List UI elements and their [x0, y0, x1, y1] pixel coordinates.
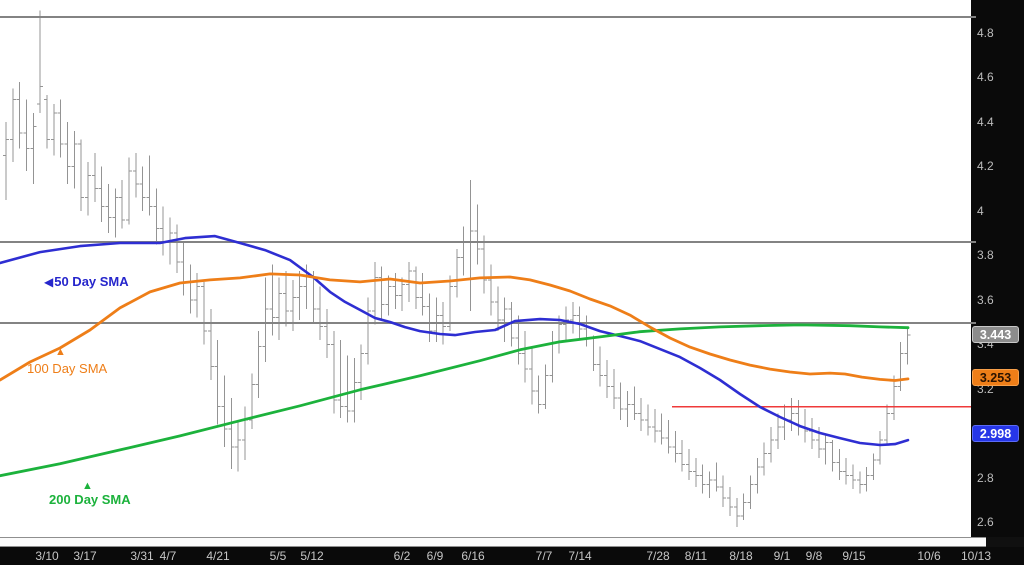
date-axis-tick: 4/21	[206, 549, 230, 563]
date-axis-tick: 7/14	[568, 549, 592, 563]
date-axis-tick: 9/1	[773, 549, 791, 563]
price-axis-tick: 4.6	[977, 70, 994, 85]
date-axis-tick: 9/8	[805, 549, 823, 563]
date-axis-tick: 6/16	[461, 549, 485, 563]
price-axis-tick: 4.8	[977, 25, 994, 40]
sma50-legend-label[interactable]: ◀50 Day SMA	[44, 274, 129, 289]
date-axis-panel[interactable]: 3/10 3/17 3/31 4/7 4/21 5/5 5/12 6/2 6/9 6/16 7/7 7…	[0, 547, 1024, 565]
date-axis-tick: 6/9	[426, 549, 444, 563]
200-day-sma-line[interactable]	[0, 323, 910, 478]
price-axis-tick: 4.4	[977, 114, 994, 129]
date-axis-tick: 8/11	[684, 549, 708, 563]
date-axis-tick: 3/10	[35, 549, 59, 563]
left-triangle-icon: ◀	[44, 275, 54, 289]
price-axis-tick: 3.6	[977, 292, 994, 307]
date-axis-tick: 3/17	[73, 549, 97, 563]
axis-tick-mark	[971, 240, 976, 243]
ohlc-bars	[3, 10, 911, 527]
date-axis-tick: 5/12	[300, 549, 324, 563]
date-axis-tick: 6/2	[393, 549, 411, 563]
date-axis-tick: 4/7	[159, 549, 177, 563]
price-axis-panel[interactable]: 4.84.64.44.243.83.63.43.232.82.6	[971, 0, 1024, 537]
date-axis-tick: 8/18	[729, 549, 753, 563]
50-day-sma-line[interactable]	[0, 234, 910, 447]
price-chart-canvas[interactable]	[0, 0, 971, 537]
date-axis-tick: 7/28	[646, 549, 670, 563]
100-day-sma-line[interactable]	[0, 272, 910, 382]
date-axis-tick: 5/5	[269, 549, 287, 563]
up-triangle-icon: ▲	[55, 346, 66, 358]
sma100-legend-label[interactable]: 100 Day SMA	[27, 361, 108, 376]
axis-tick-mark	[971, 321, 976, 324]
up-triangle-icon: ▲	[82, 480, 93, 492]
price-axis-tick: 2.8	[977, 470, 994, 485]
sma50-price-bubble: 2.998	[972, 425, 1019, 443]
date-axis-tick: 7/7	[535, 549, 553, 563]
sma200-legend-label[interactable]: 200 Day SMA	[49, 492, 131, 507]
price-axis-tick: 2.6	[977, 515, 994, 530]
horizontal-scrollbar[interactable]	[0, 537, 1024, 547]
price-axis-tick: 4	[977, 203, 984, 218]
sma100-price-bubble: 3.253	[972, 368, 1019, 386]
price-axis-tick: 4.2	[977, 159, 994, 174]
date-axis-tick: 10/13	[960, 549, 992, 563]
last-price-bubble: 3.443	[972, 326, 1019, 344]
date-axis-tick: 3/31	[130, 549, 154, 563]
date-axis-tick: 9/15	[842, 549, 866, 563]
axis-tick-mark	[971, 15, 976, 18]
date-axis-tick: 10/6	[917, 549, 941, 563]
scrollbar-corner	[986, 537, 1024, 547]
price-axis-tick: 3.8	[977, 248, 994, 263]
sma50-legend-text: 50 Day SMA	[54, 274, 129, 289]
